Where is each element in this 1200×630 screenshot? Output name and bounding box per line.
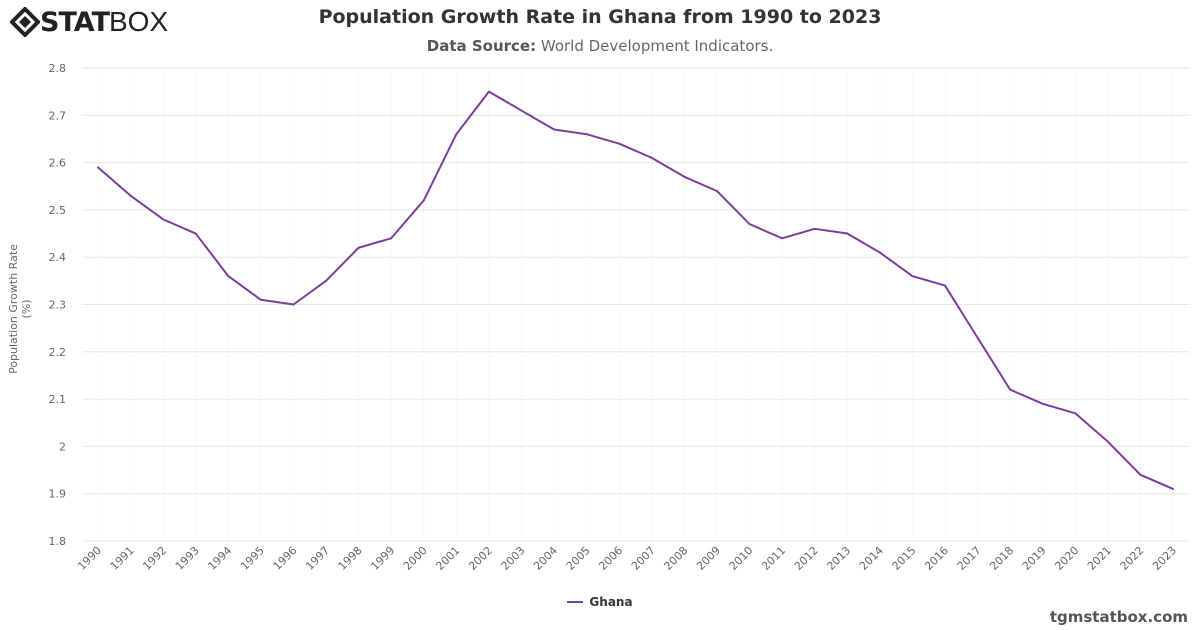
- y-tick-label: 2.3: [49, 299, 67, 312]
- x-tick-label: 2015: [890, 544, 919, 573]
- x-tick-label: 1991: [108, 544, 137, 573]
- x-tick-label: 2023: [1150, 544, 1179, 573]
- subtitle-label: Data Source:: [426, 37, 537, 55]
- y-tick-label: 2: [59, 440, 66, 453]
- data-point: [1139, 473, 1142, 476]
- x-tick-label: 2012: [792, 544, 821, 573]
- data-point: [846, 232, 849, 235]
- data-point: [162, 218, 165, 221]
- data-point: [129, 194, 132, 197]
- data-point: [878, 251, 881, 254]
- data-point: [715, 189, 718, 192]
- x-tick-label: 1998: [336, 544, 365, 573]
- y-tick-label: 2.4: [49, 251, 67, 264]
- x-tick-label: 2019: [1020, 544, 1049, 573]
- data-point: [194, 232, 197, 235]
- logo-text-thin: BOX: [108, 6, 169, 37]
- data-point: [1009, 388, 1012, 391]
- data-point: [390, 237, 393, 240]
- x-tick-label: 2000: [401, 544, 430, 573]
- data-point: [943, 284, 946, 287]
- x-tick-label: 2011: [759, 544, 788, 573]
- x-tick-label: 2006: [596, 544, 625, 573]
- x-tick-label: 1999: [368, 544, 397, 573]
- data-point: [357, 246, 360, 249]
- x-tick-label: 2017: [955, 544, 984, 573]
- data-point: [618, 142, 621, 145]
- x-tick-label: 1997: [303, 544, 332, 573]
- data-point: [683, 175, 686, 178]
- legend-label: Ghana: [589, 595, 633, 609]
- x-tick-label: 2018: [987, 544, 1016, 573]
- data-point: [227, 275, 230, 278]
- x-tick-label: 1993: [173, 544, 202, 573]
- x-tick-label: 1996: [271, 544, 300, 573]
- x-tick-label: 2002: [466, 544, 495, 573]
- data-point: [1106, 440, 1109, 443]
- x-tick-label: 1994: [205, 544, 234, 573]
- series-line-ghana: [97, 90, 1174, 490]
- data-point: [520, 109, 523, 112]
- data-point: [748, 223, 751, 226]
- y-tick-label: 2.8: [49, 62, 67, 75]
- x-tick-label: 2008: [661, 544, 690, 573]
- y-tick-label: 2.6: [49, 157, 67, 170]
- data-point: [259, 298, 262, 301]
- data-point: [813, 227, 816, 230]
- data-point: [422, 199, 425, 202]
- data-point: [781, 237, 784, 240]
- y-tick-label: 2.1: [49, 393, 67, 406]
- legend-item-ghana[interactable]: Ghana: [0, 595, 1200, 609]
- x-tick-label: 1992: [140, 544, 169, 573]
- data-point: [650, 156, 653, 159]
- data-point: [553, 128, 556, 131]
- x-tick-label: 2007: [629, 544, 658, 573]
- y-tick-label: 1.9: [49, 488, 67, 501]
- data-point: [455, 133, 458, 136]
- x-tick-label: 2022: [1118, 544, 1147, 573]
- site-credit: tgmstatbox.com: [1049, 608, 1188, 626]
- data-point: [976, 336, 979, 339]
- x-tick-label: 1995: [238, 544, 267, 573]
- statbox-logo: STAT BOX: [10, 6, 168, 38]
- x-tick-label: 2003: [499, 544, 528, 573]
- y-tick-label: 1.8: [49, 535, 67, 548]
- logo-text-bold: STAT: [40, 6, 110, 38]
- x-tick-label: 2020: [1052, 544, 1081, 573]
- diamond-logo-icon: [10, 7, 40, 37]
- x-tick-label: 2013: [824, 544, 853, 573]
- data-point: [487, 90, 490, 93]
- chart-subtitle: Data Source: World Development Indicator…: [0, 37, 1200, 55]
- x-tick-label: 2009: [694, 544, 723, 573]
- x-tick-label: 2016: [922, 544, 951, 573]
- data-point: [911, 275, 914, 278]
- x-tick-label: 2004: [531, 544, 560, 573]
- y-tick-label: 2.5: [49, 204, 67, 217]
- data-point: [1172, 487, 1174, 490]
- x-tick-label: 2014: [857, 544, 886, 573]
- x-tick-label: 2005: [564, 544, 593, 573]
- data-point: [1074, 412, 1077, 415]
- data-point: [325, 279, 328, 282]
- data-point: [585, 133, 588, 136]
- data-point: [292, 303, 295, 306]
- x-tick-label: 2010: [727, 544, 756, 573]
- y-tick-label: 2.7: [49, 109, 67, 122]
- data-point: [1041, 402, 1044, 405]
- legend-swatch: [567, 601, 584, 603]
- data-point: [97, 166, 99, 169]
- x-tick-label: 2021: [1085, 544, 1114, 573]
- y-tick-label: 2.2: [49, 346, 67, 359]
- x-tick-label: 2001: [433, 544, 462, 573]
- chart-title: Population Growth Rate in Ghana from 199…: [318, 6, 882, 28]
- subtitle-value: World Development Indicators.: [540, 37, 774, 55]
- x-tick-label: 1990: [75, 544, 104, 573]
